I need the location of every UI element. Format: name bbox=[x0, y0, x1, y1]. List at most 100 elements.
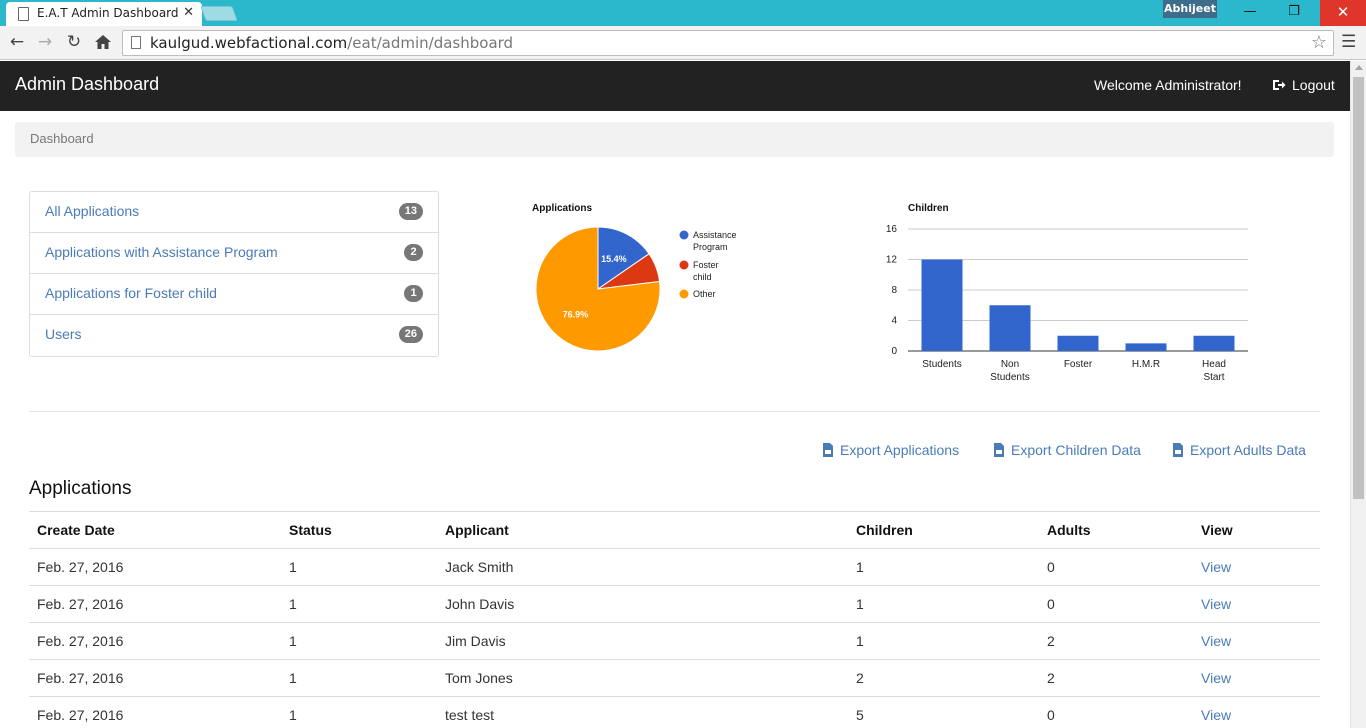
address-bar[interactable]: kaulgud.webfactional.com/eat/admin/dashb… bbox=[122, 30, 1334, 56]
browser-tab-active[interactable]: E.A.T Admin Dashboard ✕ bbox=[6, 2, 202, 26]
summary-item-foster-child[interactable]: Applications for Foster child 1 bbox=[30, 274, 438, 315]
bar bbox=[989, 305, 1031, 351]
bar bbox=[1057, 335, 1099, 351]
export-children-link[interactable]: Export Children Data bbox=[993, 442, 1141, 458]
column-header-applicant: Applicant bbox=[437, 511, 848, 549]
minimize-window-button[interactable]: — bbox=[1243, 4, 1257, 19]
column-header-status: Status bbox=[281, 511, 437, 549]
cell-adults: 0 bbox=[1039, 696, 1193, 728]
navbar-brand[interactable]: Admin Dashboard bbox=[15, 74, 160, 94]
export-applications-label: Export Applications bbox=[840, 442, 960, 458]
y-tick-label: 4 bbox=[891, 316, 897, 327]
browser-tab-title: E.A.T Admin Dashboard bbox=[37, 6, 179, 20]
legend-marker bbox=[679, 289, 689, 299]
summary-item-assistance-program[interactable]: Applications with Assistance Program 2 bbox=[30, 233, 438, 274]
view-link[interactable]: View bbox=[1193, 585, 1320, 623]
top-navbar: Admin Dashboard Welcome Administrator! L… bbox=[0, 61, 1350, 111]
new-tab-button[interactable] bbox=[200, 6, 238, 21]
pie-slice-label: 76.9% bbox=[563, 310, 589, 320]
cell-status: 1 bbox=[281, 696, 437, 728]
applications-pie-chart: Applications 15.4% 76.9% Assistance Program F… bbox=[532, 203, 737, 352]
x-tick-label: Students bbox=[990, 372, 1029, 383]
view-link[interactable]: View bbox=[1193, 548, 1320, 586]
file-export-icon bbox=[1173, 443, 1183, 457]
view-link[interactable]: View bbox=[1193, 659, 1320, 697]
summary-item-label: All Applications bbox=[45, 203, 140, 219]
profile-badge[interactable]: Abhijeet bbox=[1163, 0, 1217, 18]
x-tick-label: Students bbox=[922, 359, 961, 370]
scroll-up-arrow-icon[interactable] bbox=[1355, 65, 1363, 70]
legend-label: child bbox=[693, 272, 712, 282]
cell-status: 1 bbox=[281, 659, 437, 697]
cell-create-date: Feb. 27, 2016 bbox=[29, 696, 281, 728]
breadcrumb-current: Dashboard bbox=[30, 131, 94, 146]
cell-adults: 2 bbox=[1039, 659, 1193, 697]
logout-label: Logout bbox=[1292, 77, 1335, 93]
y-tick-label: 0 bbox=[891, 346, 897, 357]
children-bar-chart: Children 0 4 8 12 16 Students Non Students Foster… bbox=[886, 203, 1248, 383]
cell-applicant: test test bbox=[437, 696, 848, 728]
vertical-scrollbar[interactable] bbox=[1350, 61, 1366, 728]
bookmark-star-icon[interactable]: ☆ bbox=[1310, 32, 1327, 53]
summary-item-label: Applications for Foster child bbox=[45, 285, 217, 301]
cell-applicant: Jim Davis bbox=[437, 622, 848, 660]
logout-icon bbox=[1273, 80, 1286, 90]
cell-adults: 0 bbox=[1039, 548, 1193, 586]
cell-applicant: Tom Jones bbox=[437, 659, 848, 697]
cell-applicant: Jack Smith bbox=[437, 548, 848, 586]
view-link[interactable]: View bbox=[1193, 622, 1320, 660]
logout-link[interactable]: Logout bbox=[1272, 77, 1335, 93]
home-icon[interactable] bbox=[92, 31, 114, 53]
count-badge: 1 bbox=[404, 285, 423, 302]
legend-label: Foster bbox=[693, 260, 719, 270]
file-export-icon bbox=[994, 443, 1004, 457]
bar bbox=[1193, 335, 1235, 351]
summary-list: All Applications 13 Applications with As… bbox=[29, 191, 439, 357]
y-tick-label: 12 bbox=[886, 255, 898, 266]
cell-status: 1 bbox=[281, 622, 437, 660]
x-tick-label: H.M.R bbox=[1132, 359, 1160, 370]
export-adults-label: Export Adults Data bbox=[1190, 442, 1306, 458]
legend-marker bbox=[679, 260, 689, 270]
view-link[interactable]: View bbox=[1193, 696, 1320, 728]
pie-slice bbox=[535, 226, 661, 352]
cell-create-date: Feb. 27, 2016 bbox=[29, 659, 281, 697]
cell-status: 1 bbox=[281, 585, 437, 623]
column-header-children: Children bbox=[848, 511, 1039, 549]
cell-children: 2 bbox=[848, 659, 1039, 697]
summary-item-all-applications[interactable]: All Applications 13 bbox=[30, 192, 438, 233]
table-row: Feb. 27, 2016 1 John Davis 1 0 View bbox=[29, 585, 1320, 623]
cell-children: 5 bbox=[848, 696, 1039, 728]
back-arrow-icon[interactable]: ← bbox=[9, 32, 25, 52]
column-header-view: View bbox=[1193, 511, 1320, 549]
tab-close-icon[interactable]: ✕ bbox=[183, 5, 194, 20]
cell-adults: 2 bbox=[1039, 622, 1193, 660]
url-host: kaulgud.webfactional.com bbox=[150, 34, 348, 52]
scrollbar-thumb[interactable] bbox=[1353, 77, 1364, 499]
cell-applicant: John Davis bbox=[437, 585, 848, 623]
pie-slice-label: 15.4% bbox=[601, 254, 627, 264]
reload-icon[interactable]: ↻ bbox=[66, 32, 82, 52]
bar-chart-title: Children bbox=[908, 203, 949, 214]
address-url[interactable]: kaulgud.webfactional.com/eat/admin/dashb… bbox=[150, 34, 513, 52]
forward-arrow-icon[interactable]: → bbox=[37, 32, 53, 52]
browser-menu-icon[interactable]: ☰ bbox=[1341, 32, 1357, 52]
page-viewport: Admin Dashboard Welcome Administrator! L… bbox=[0, 61, 1350, 728]
table-row: Feb. 27, 2016 1 test test 5 0 View bbox=[29, 696, 1320, 728]
summary-item-users[interactable]: Users 26 bbox=[30, 315, 438, 356]
browser-title-bar: E.A.T Admin Dashboard ✕ Abhijeet — ❐ ✕ bbox=[0, 0, 1366, 26]
close-window-button[interactable]: ✕ bbox=[1320, 0, 1366, 26]
file-export-icon bbox=[823, 443, 833, 457]
applications-table: Create Date Status Applicant Children Ad… bbox=[29, 511, 1320, 728]
bar bbox=[921, 259, 963, 351]
breadcrumb: Dashboard bbox=[15, 122, 1334, 157]
bar bbox=[1125, 343, 1167, 351]
welcome-text: Welcome Administrator! bbox=[1094, 77, 1242, 93]
export-applications-link[interactable]: Export Applications bbox=[822, 442, 959, 458]
page-favicon-icon bbox=[18, 7, 29, 21]
cell-status: 1 bbox=[281, 548, 437, 586]
table-row: Feb. 27, 2016 1 Jim Davis 1 2 View bbox=[29, 622, 1320, 660]
page-icon bbox=[131, 36, 141, 49]
export-adults-link[interactable]: Export Adults Data bbox=[1172, 442, 1306, 458]
maximize-window-button[interactable]: ❐ bbox=[1288, 4, 1300, 19]
